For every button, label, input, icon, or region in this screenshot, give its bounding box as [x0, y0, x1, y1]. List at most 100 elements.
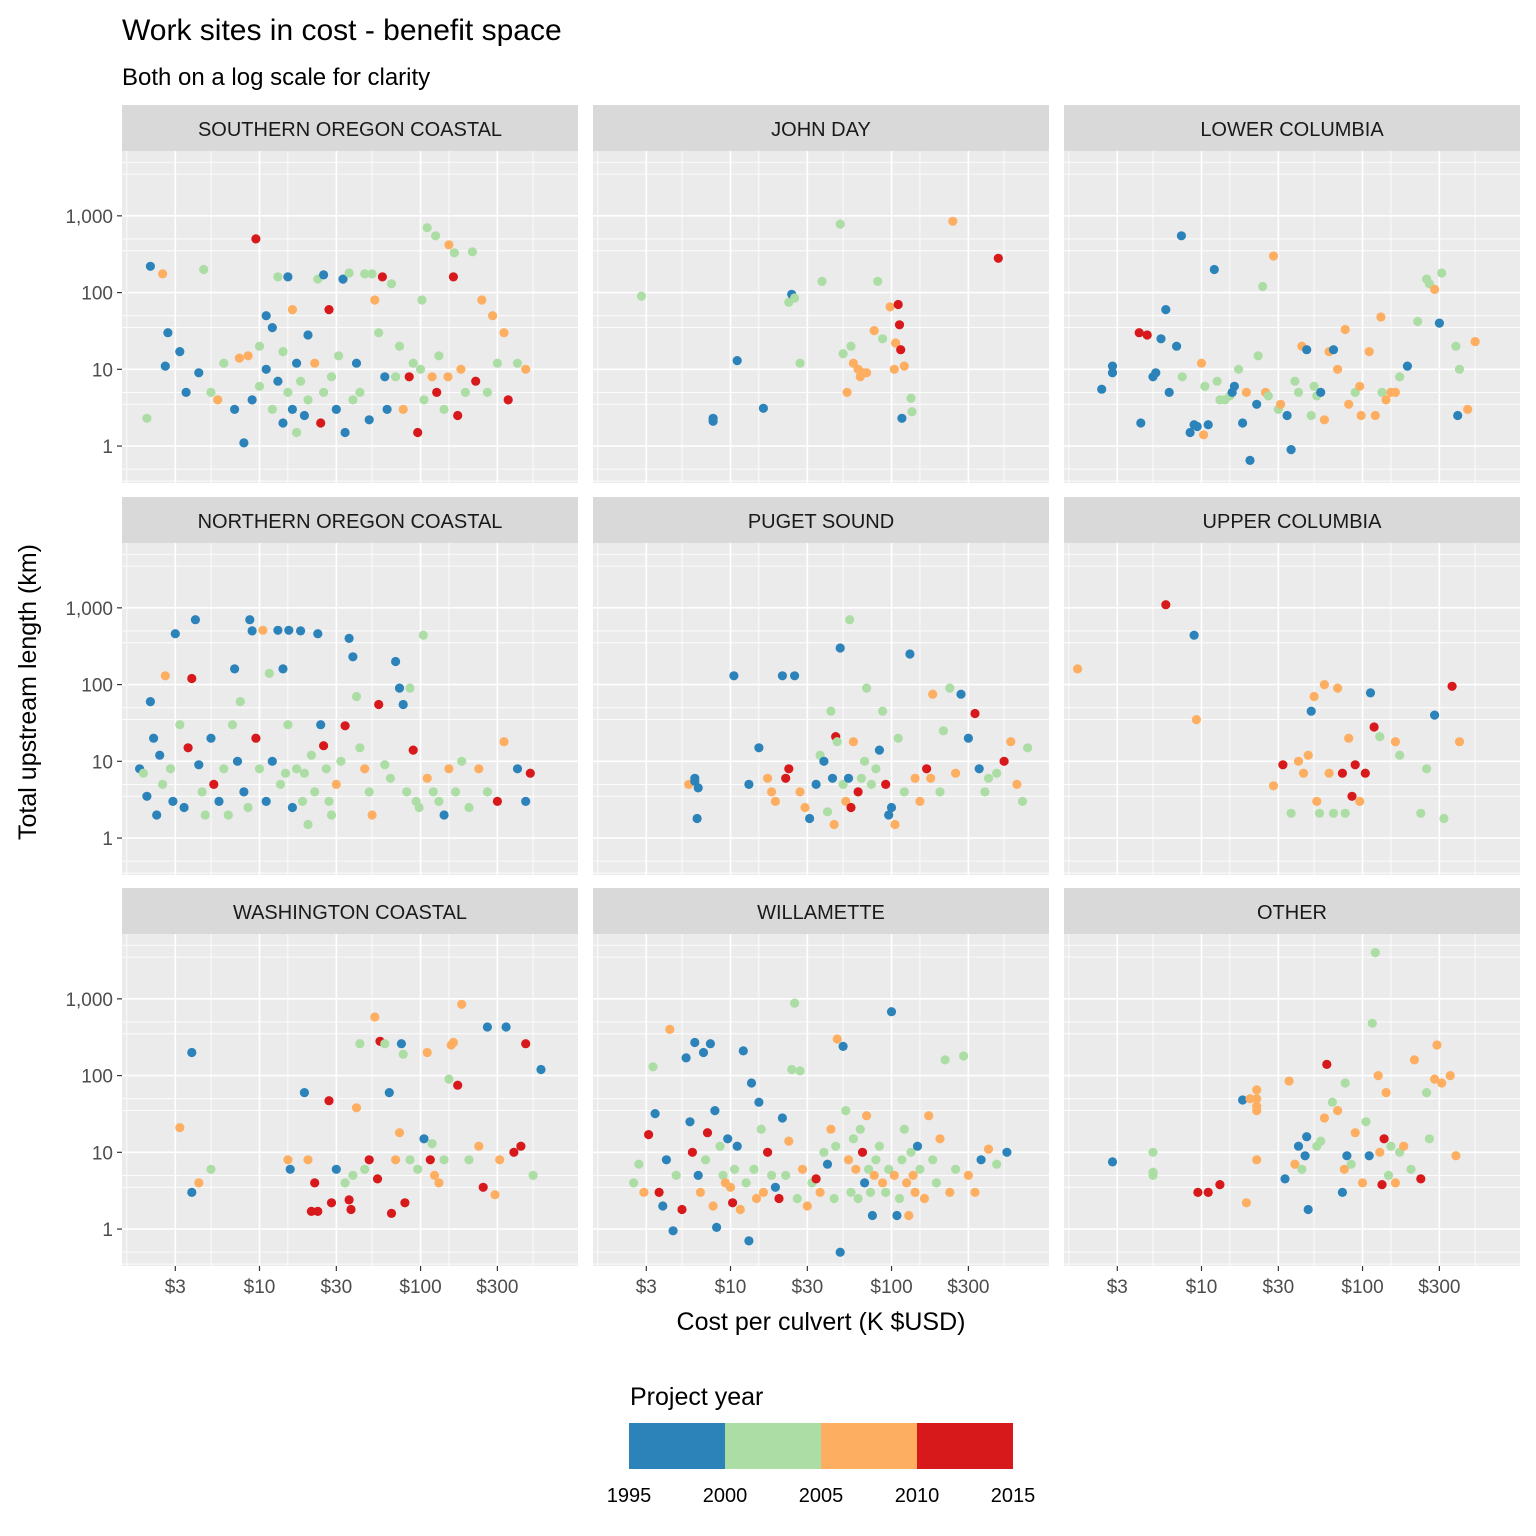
- data-point: [1107, 368, 1118, 378]
- data-point: [206, 733, 216, 743]
- data-point: [384, 1088, 394, 1098]
- data-point: [1252, 1094, 1262, 1104]
- data-point: [1252, 1155, 1262, 1165]
- data-point: [1328, 808, 1339, 818]
- data-point: [1193, 1187, 1203, 1197]
- legend-color-segment: [725, 1423, 821, 1469]
- data-point: [364, 1155, 374, 1165]
- data-point: [1355, 796, 1365, 807]
- data-point: [767, 1170, 777, 1180]
- data-point: [364, 415, 374, 425]
- data-point: [935, 1134, 945, 1144]
- data-point: [213, 395, 223, 405]
- facet-strip-label: WILLAMETTE: [757, 902, 885, 924]
- data-point: [1350, 760, 1360, 770]
- y-tick-label: 1: [102, 437, 113, 458]
- x-tick-label: $100: [1341, 1277, 1383, 1298]
- x-tick-label: $30: [1262, 1277, 1294, 1298]
- data-point: [857, 1147, 868, 1157]
- data-point: [1402, 361, 1412, 371]
- data-point: [326, 810, 337, 820]
- data-point: [338, 274, 348, 284]
- data-point: [874, 745, 885, 755]
- data-point: [477, 295, 487, 305]
- data-point: [1263, 391, 1273, 401]
- legend-title: Project year: [630, 1383, 763, 1411]
- data-point: [370, 295, 380, 305]
- data-point: [738, 1046, 748, 1056]
- data-point: [344, 268, 354, 278]
- data-point: [1416, 1174, 1426, 1184]
- data-point: [698, 1047, 709, 1058]
- data-point: [1399, 1141, 1409, 1151]
- facet-willamette: WILLAMETTE $3 $10 $30 $100 $300: [593, 888, 1049, 1298]
- data-point: [822, 1159, 833, 1169]
- data-point: [795, 358, 805, 368]
- data-point: [367, 810, 377, 820]
- data-point: [394, 683, 405, 693]
- data-point: [855, 1124, 865, 1134]
- facet-strip: [1064, 105, 1520, 151]
- data-point: [391, 656, 401, 667]
- data-point: [763, 773, 773, 783]
- data-point: [444, 764, 454, 774]
- data-point: [767, 787, 777, 797]
- data-point: [418, 630, 428, 640]
- data-point: [432, 387, 442, 397]
- data-point: [313, 629, 323, 639]
- data-point: [1241, 1198, 1251, 1208]
- data-point: [340, 1178, 350, 1188]
- data-point: [912, 1141, 923, 1151]
- data-point: [1148, 1170, 1158, 1180]
- data-point: [464, 802, 474, 813]
- data-point: [869, 326, 879, 336]
- data-point: [355, 387, 365, 397]
- data-point: [206, 1164, 216, 1174]
- data-point: [1357, 1178, 1368, 1188]
- data-point: [199, 264, 209, 275]
- y-tick-label: 1,000: [65, 207, 113, 228]
- data-point: [715, 1141, 725, 1151]
- facet-washington-coastal: WASHINGTON COASTAL 1 10 100 1,000 $3 $10 $30 $10…: [65, 888, 578, 1298]
- data-point: [1355, 381, 1365, 391]
- data-point: [142, 791, 152, 801]
- data-point: [264, 668, 274, 679]
- data-point: [299, 1088, 309, 1098]
- data-point: [197, 787, 207, 797]
- data-point: [1376, 312, 1386, 322]
- data-point: [897, 413, 907, 423]
- data-point: [1245, 455, 1255, 465]
- data-point: [377, 272, 387, 282]
- data-point: [718, 1170, 728, 1180]
- data-point: [521, 1039, 531, 1049]
- data-point: [1209, 264, 1219, 275]
- facet-strip: [122, 105, 578, 151]
- data-point: [654, 1187, 664, 1197]
- y-tick-label: 100: [81, 676, 113, 697]
- data-point: [230, 664, 240, 674]
- x-tick-label: $300: [1418, 1277, 1460, 1298]
- data-point: [931, 1178, 942, 1188]
- data-point: [878, 334, 888, 344]
- data-point: [693, 783, 703, 793]
- data-point: [897, 1155, 907, 1165]
- panel-background: [1064, 151, 1520, 483]
- data-point: [1298, 768, 1309, 778]
- data-point: [1148, 1147, 1158, 1157]
- data-point: [829, 1193, 839, 1204]
- data-point: [1303, 750, 1313, 760]
- data-point: [145, 697, 155, 707]
- data-point: [331, 404, 341, 414]
- data-point: [1390, 737, 1400, 747]
- data-point: [846, 1187, 856, 1197]
- data-point: [741, 1178, 751, 1188]
- data-point: [251, 733, 261, 743]
- data-point: [398, 699, 408, 710]
- data-point: [899, 787, 909, 797]
- data-point: [474, 764, 484, 774]
- data-point: [1176, 231, 1186, 241]
- y-axis-title: Total upstream length (km): [14, 544, 42, 840]
- data-point: [790, 998, 800, 1008]
- data-point: [1252, 1085, 1262, 1095]
- data-point: [1395, 372, 1405, 382]
